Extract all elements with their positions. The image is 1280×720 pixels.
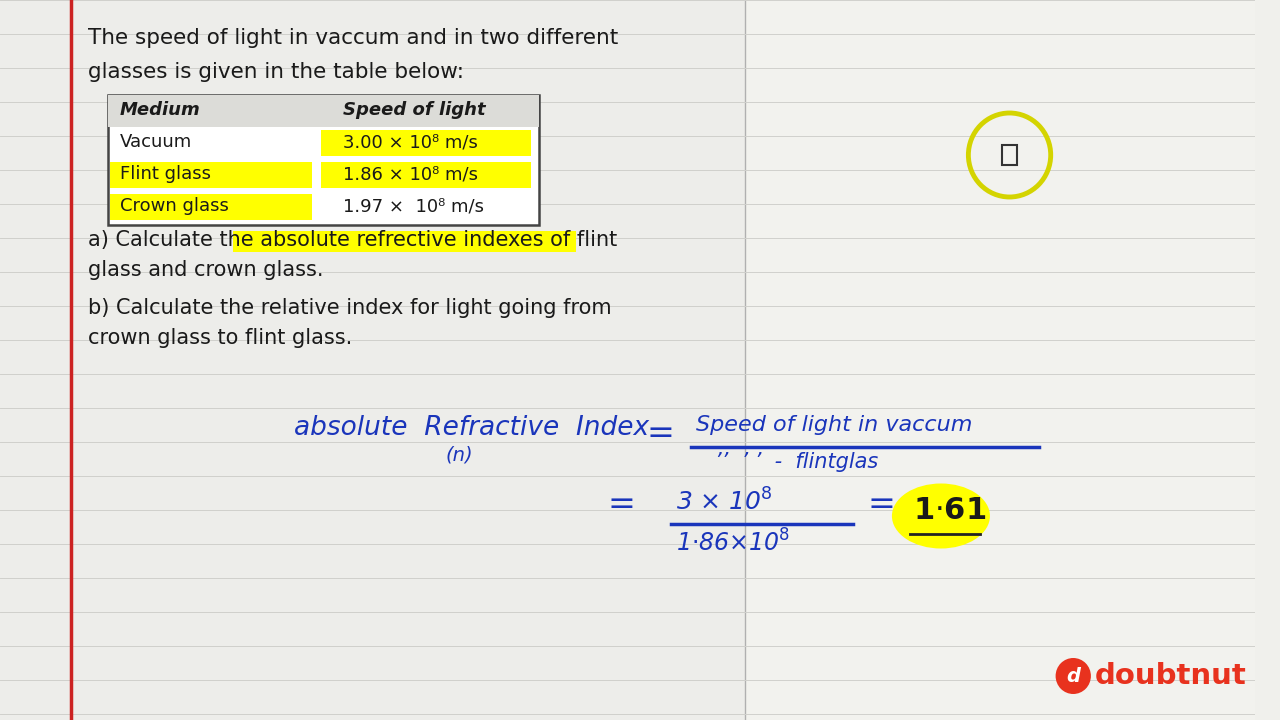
Bar: [233, 231, 576, 252]
Text: 3 $\times$ 10$^8$: 3 $\times$ 10$^8$: [676, 488, 773, 516]
Text: absolute  Refractive  Index: absolute Refractive Index: [294, 415, 649, 441]
Text: =: =: [608, 488, 636, 521]
Text: Crown glass: Crown glass: [119, 197, 228, 215]
Text: glasses is given in the table below:: glasses is given in the table below:: [88, 62, 465, 82]
Text: ’’  ’ ’  -  flintglas: ’’ ’ ’ - flintglas: [716, 452, 879, 472]
Text: Vacuum: Vacuum: [119, 133, 192, 151]
Text: (n): (n): [445, 445, 474, 464]
Bar: [745, 0, 1254, 720]
Text: glass and crown glass.: glass and crown glass.: [88, 260, 324, 280]
Text: doubtnut: doubtnut: [1094, 662, 1247, 690]
Text: 3.00 × 10⁸ m/s: 3.00 × 10⁸ m/s: [343, 133, 477, 151]
Text: The speed of light in vaccum and in two different: The speed of light in vaccum and in two …: [88, 28, 618, 48]
Bar: [110, 162, 312, 188]
Text: 1$\cdot$86$\times$10$^8$: 1$\cdot$86$\times$10$^8$: [676, 529, 790, 556]
Text: 1.86 × 10⁸ m/s: 1.86 × 10⁸ m/s: [343, 165, 477, 183]
Text: Speed of light: Speed of light: [343, 101, 485, 119]
Text: a) Calculate the absolute refrective indexes of flint: a) Calculate the absolute refrective ind…: [88, 230, 617, 250]
Bar: [110, 194, 312, 220]
Text: 1$\cdot$61: 1$\cdot$61: [914, 496, 987, 525]
Text: Speed of light in vaccum: Speed of light in vaccum: [696, 415, 973, 435]
Text: Medium: Medium: [119, 101, 201, 119]
Bar: [1002, 145, 1018, 165]
Ellipse shape: [892, 484, 989, 549]
Bar: [108, 95, 539, 127]
Circle shape: [1056, 658, 1091, 694]
Bar: [321, 130, 531, 156]
Text: b) Calculate the relative index for light going from: b) Calculate the relative index for ligh…: [88, 298, 612, 318]
Text: crown glass to flint glass.: crown glass to flint glass.: [88, 328, 352, 348]
Text: Flint glass: Flint glass: [119, 165, 211, 183]
Text: =: =: [646, 417, 675, 450]
Text: =: =: [868, 488, 895, 521]
Bar: [321, 162, 531, 188]
Bar: [108, 95, 539, 225]
Text: d: d: [1066, 667, 1080, 686]
Text: 1.97 ×  10⁸ m/s: 1.97 × 10⁸ m/s: [343, 197, 484, 215]
Bar: [0, 0, 745, 720]
